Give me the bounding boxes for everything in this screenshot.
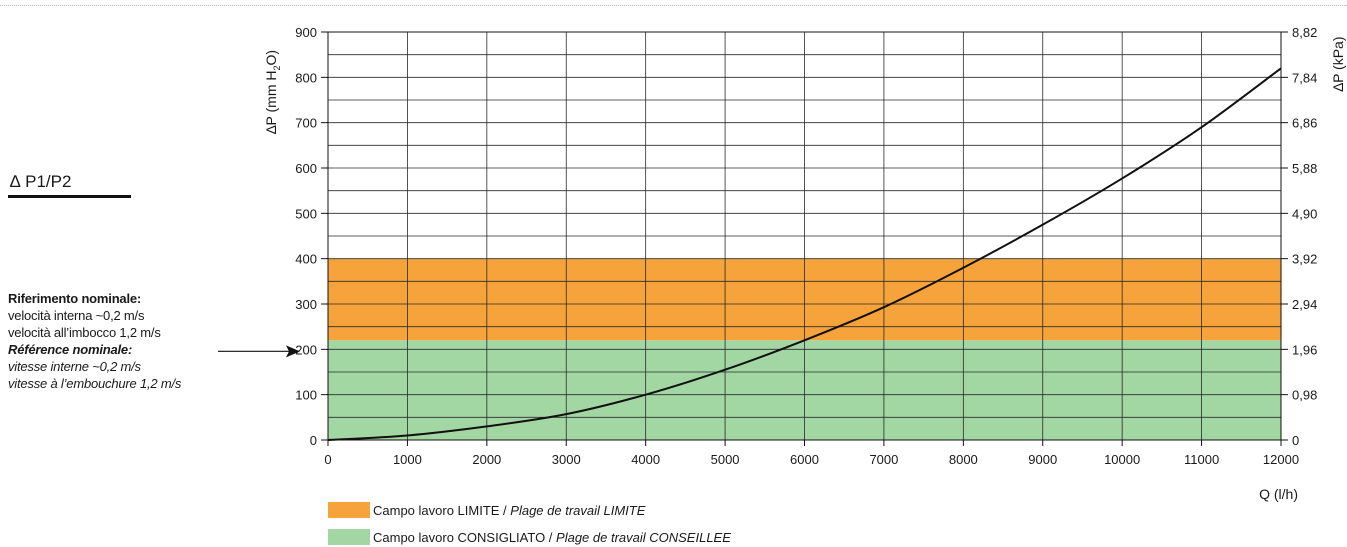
x-tick-label: 7000	[869, 452, 898, 467]
legend-swatch-limit	[328, 502, 370, 518]
y-axis-label-left-suffix: O)	[263, 50, 279, 66]
y-right-tick-label: 2,94	[1292, 297, 1317, 312]
chart-grid	[328, 32, 1281, 440]
y-right-tick-label: 0	[1292, 433, 1299, 448]
x-tick-label: 9000	[1028, 452, 1057, 467]
y-tick-label: 900	[295, 25, 317, 40]
ref-line-it-1: velocità interna ~0,2 m/s	[8, 308, 145, 323]
legend-item-limit: Campo lavoro LIMITE / Plage de travail L…	[328, 502, 645, 518]
y-tick-label: 600	[295, 161, 317, 176]
reference-arrow-head	[286, 345, 300, 358]
x-tick-label: 10000	[1104, 452, 1140, 467]
x-axis-label: Q (l/h)	[1259, 486, 1298, 502]
legend-swatch-recommended	[328, 529, 370, 545]
y-right-tick-label: 8,82	[1292, 25, 1317, 40]
x-tick-label: 8000	[949, 452, 978, 467]
series-line-0	[327, 67, 1282, 441]
ref-line-fr-2: vitesse à l’embouchure 1,2 m/s	[8, 376, 182, 391]
series-layer	[327, 67, 1282, 441]
x-tick-label: 4000	[631, 452, 660, 467]
axis-ticks: 0 1000 2000 3000 4000 5000 6000 7000 8000 9000 100…	[295, 25, 1317, 467]
y-tick-label: 0	[310, 433, 317, 448]
y-tick-label: 800	[295, 70, 317, 85]
y-right-tick-label: 3,92	[1292, 252, 1317, 267]
x-tick-label: 11000	[1184, 452, 1219, 467]
y-right-tick-label: 6,86	[1292, 116, 1317, 131]
y-right-tick-label: 5,88	[1292, 161, 1317, 176]
x-tick-label: 2000	[472, 452, 501, 467]
y-right-tick-label: 4,90	[1292, 206, 1317, 221]
x-tick-label: 6000	[790, 452, 819, 467]
ref-title-fr: Référence nominale:	[8, 342, 133, 357]
ref-title-it: Riferimento nominale:	[8, 291, 142, 306]
y-axis-label-left: ∆P (mm H2O)	[263, 50, 282, 134]
legend-label-limit: Campo lavoro LIMITE / Plage de travail L…	[373, 502, 646, 518]
annotation-layer	[218, 345, 300, 358]
y-tick-label: 700	[295, 116, 317, 131]
y-axis-label-left-prefix: ∆P (mm H	[263, 71, 279, 135]
legend-item-recommended: Campo lavoro CONSIGLIATO / Plage de trav…	[328, 529, 731, 545]
y-right-tick-label: 7,84	[1292, 70, 1317, 85]
x-tick-label: 5000	[711, 452, 740, 467]
top-dotted-rule	[0, 5, 1347, 6]
x-tick-label: 1000	[393, 452, 422, 467]
y-tick-label: 400	[295, 252, 317, 267]
y-tick-label: 500	[295, 206, 317, 221]
y-tick-label: 200	[295, 342, 317, 357]
x-tick-label: 0	[324, 452, 331, 467]
y-right-tick-label: 1,96	[1292, 342, 1317, 357]
pressure-drop-underline	[8, 195, 131, 198]
x-tick-label: 12000	[1263, 452, 1299, 467]
y-axis-label-right: ∆P (kPa)	[1330, 37, 1346, 92]
y-right-tick-label: 0,98	[1292, 388, 1317, 403]
ref-line-fr-1: vitesse interne ~0,2 m/s	[8, 359, 141, 374]
ref-line-it-2: velocità all’imbocco 1,2 m/s	[8, 325, 161, 340]
y-axis-label-left-sub: 2	[272, 66, 282, 71]
y-tick-label: 300	[295, 297, 317, 312]
x-tick-label: 3000	[552, 452, 581, 467]
legend-label-recommended: Campo lavoro CONSIGLIATO / Plage de trav…	[373, 529, 731, 545]
pressure-drop-label: ∆ P1/P2	[10, 172, 72, 191]
y-tick-label: 100	[295, 388, 317, 403]
nominal-reference-note: Riferimento nominale: velocità interna ~…	[8, 290, 181, 392]
